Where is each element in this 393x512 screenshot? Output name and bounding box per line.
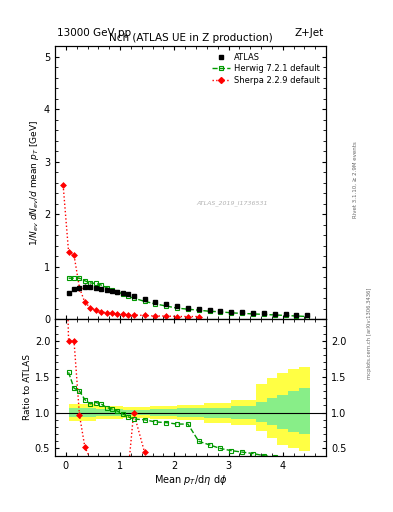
Text: Z+Jet: Z+Jet bbox=[295, 28, 324, 38]
Text: mcplots.cern.ch [arXiv:1306.3436]: mcplots.cern.ch [arXiv:1306.3436] bbox=[367, 287, 372, 378]
Legend: ATLAS, Herwig 7.2.1 default, Sherpa 2.2.9 default: ATLAS, Herwig 7.2.1 default, Sherpa 2.2.… bbox=[209, 50, 322, 87]
Text: ATLAS_2019_I1736531: ATLAS_2019_I1736531 bbox=[196, 201, 268, 206]
X-axis label: Mean $p_T$/d$\eta$ d$\phi$: Mean $p_T$/d$\eta$ d$\phi$ bbox=[154, 473, 227, 487]
Title: Nch (ATLAS UE in Z production): Nch (ATLAS UE in Z production) bbox=[109, 33, 272, 42]
Text: 13000 GeV pp: 13000 GeV pp bbox=[57, 28, 131, 38]
Y-axis label: Ratio to ATLAS: Ratio to ATLAS bbox=[23, 354, 32, 420]
Y-axis label: $1/N_{ev}$ $dN_{ev}/d$ mean $p_T$ [GeV]: $1/N_{ev}$ $dN_{ev}/d$ mean $p_T$ [GeV] bbox=[28, 120, 41, 246]
Text: Rivet 3.1.10, ≥ 2.9M events: Rivet 3.1.10, ≥ 2.9M events bbox=[353, 141, 358, 218]
